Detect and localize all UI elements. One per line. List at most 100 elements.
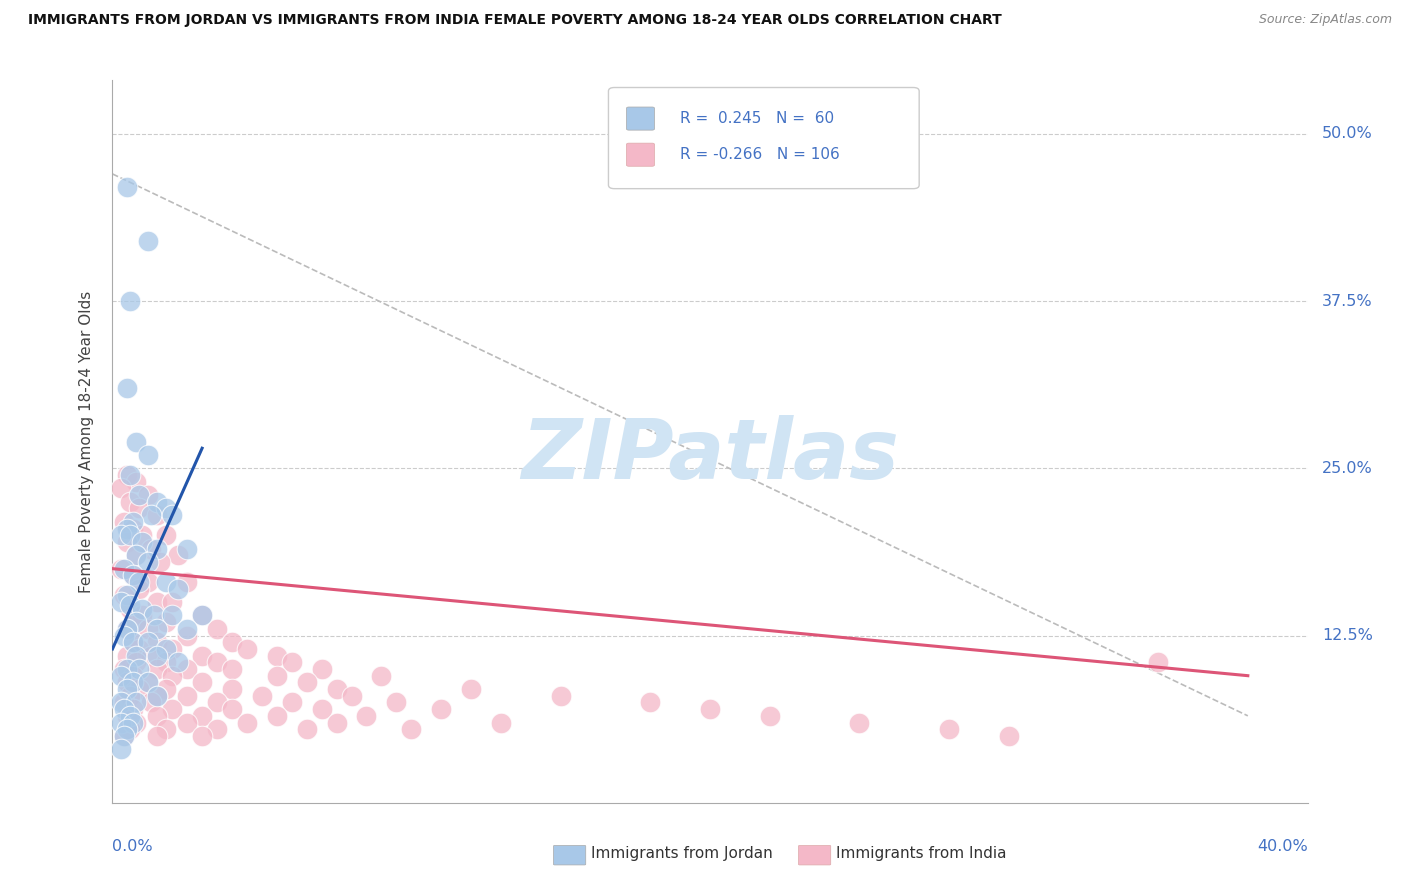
Point (125, 475, 148, 489)
Point (146, 622, 169, 636)
Point (155, 528, 177, 542)
Point (176, 689, 198, 703)
Point (110, 482, 132, 496)
Point (117, 467, 139, 482)
Point (176, 715, 198, 730)
Point (205, 696, 228, 710)
Point (998, 729, 1021, 743)
Point (117, 675, 139, 690)
Point (938, 723, 960, 737)
Point (117, 381, 139, 395)
Point (191, 648, 214, 663)
Text: Source: ZipAtlas.com: Source: ZipAtlas.com (1258, 13, 1392, 27)
Point (138, 675, 160, 690)
Text: 25.0%: 25.0% (1322, 461, 1372, 475)
Point (117, 622, 139, 636)
Point (125, 615, 148, 630)
Point (430, 702, 453, 716)
FancyBboxPatch shape (627, 143, 655, 166)
Point (114, 696, 135, 710)
Point (110, 715, 132, 730)
Point (110, 595, 132, 609)
Text: R = -0.266   N = 106: R = -0.266 N = 106 (681, 147, 839, 162)
Point (146, 689, 169, 703)
Point (128, 681, 150, 696)
Point (356, 708, 378, 723)
Point (489, 715, 512, 730)
Point (146, 595, 169, 609)
Point (114, 702, 135, 716)
Point (401, 723, 423, 737)
Point (122, 635, 145, 649)
Point (325, 715, 347, 730)
Point (266, 708, 288, 723)
Point (138, 635, 160, 649)
Point (141, 696, 163, 710)
Point (155, 723, 177, 737)
Point (114, 729, 135, 743)
Point (122, 515, 145, 529)
Point (205, 723, 228, 737)
Point (146, 708, 169, 723)
Point (110, 528, 132, 542)
Text: ZIPatlas: ZIPatlas (522, 416, 898, 497)
Point (167, 548, 190, 563)
Point (162, 595, 183, 609)
Point (114, 628, 135, 642)
Text: 40.0%: 40.0% (1257, 838, 1308, 854)
Point (125, 548, 148, 563)
Point (176, 662, 198, 676)
FancyBboxPatch shape (554, 846, 586, 865)
Point (460, 681, 482, 696)
Point (128, 582, 150, 596)
Point (162, 669, 183, 683)
Point (114, 589, 135, 603)
Point (311, 662, 333, 676)
Point (191, 608, 214, 623)
Point (167, 655, 190, 669)
Point (221, 662, 243, 676)
Text: IMMIGRANTS FROM JORDAN VS IMMIGRANTS FROM INDIA FEMALE POVERTY AMONG 18-24 YEAR : IMMIGRANTS FROM JORDAN VS IMMIGRANTS FRO… (28, 13, 1002, 28)
Point (176, 622, 198, 636)
Point (117, 708, 139, 723)
Point (117, 589, 139, 603)
Point (155, 642, 177, 657)
Point (110, 669, 132, 683)
Point (340, 689, 363, 703)
Point (221, 681, 243, 696)
Point (146, 508, 169, 523)
Point (146, 541, 169, 556)
Point (155, 681, 177, 696)
Point (117, 622, 139, 636)
Point (138, 622, 160, 636)
Text: 0.0%: 0.0% (112, 838, 153, 854)
Point (128, 642, 150, 657)
Point (141, 508, 163, 523)
Point (114, 515, 135, 529)
Point (266, 648, 288, 663)
Text: 12.5%: 12.5% (1322, 628, 1372, 643)
Point (281, 655, 304, 669)
Point (191, 675, 214, 690)
Point (295, 675, 318, 690)
Point (848, 715, 870, 730)
Point (146, 689, 169, 703)
Point (128, 575, 150, 590)
Point (138, 448, 160, 462)
FancyBboxPatch shape (609, 87, 920, 189)
Point (205, 655, 228, 669)
Point (640, 696, 662, 710)
Point (122, 669, 145, 683)
Point (146, 635, 169, 649)
Point (155, 501, 177, 516)
Point (325, 681, 347, 696)
Y-axis label: Female Poverty Among 18-24 Year Olds: Female Poverty Among 18-24 Year Olds (79, 291, 94, 592)
Point (125, 615, 148, 630)
Point (117, 723, 139, 737)
Point (120, 598, 142, 612)
Point (138, 575, 160, 590)
Point (167, 582, 190, 596)
Point (221, 635, 243, 649)
Point (114, 562, 135, 576)
Point (311, 702, 333, 716)
